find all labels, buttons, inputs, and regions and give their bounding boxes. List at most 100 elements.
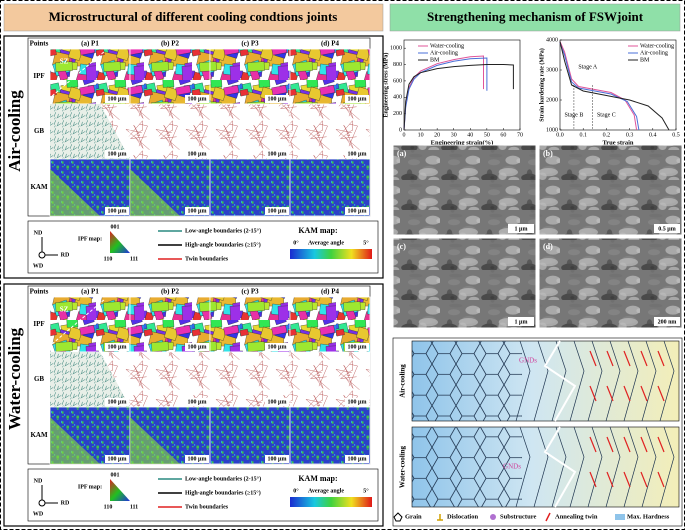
- kam-min: 0°: [293, 487, 299, 494]
- x-tick-label: 0.4: [649, 132, 657, 138]
- ipf-map: [129, 296, 211, 353]
- twin-mark: [623, 436, 631, 453]
- axis-nd: ND: [34, 230, 43, 236]
- legend-frame: [27, 220, 379, 274]
- ipf-triangle: [110, 231, 130, 253]
- kam-high-region: [50, 169, 100, 216]
- twin-mark: [589, 350, 597, 367]
- scale-bg: [508, 317, 534, 326]
- data-line: [559, 41, 638, 131]
- gb-map: [289, 103, 371, 160]
- scale-bar: 100 μm: [188, 208, 207, 214]
- ipf-corner: 110: [104, 504, 113, 510]
- schematic-row-label: Air-cooling: [399, 364, 407, 398]
- tem-image: [538, 144, 683, 236]
- tem-scale: 1 μm: [515, 226, 528, 232]
- scale-bar: 100 μm: [348, 399, 367, 405]
- kam-colorbar: [290, 497, 372, 507]
- scale-bar-bg: [185, 207, 209, 215]
- axes-arrows: [41, 237, 58, 256]
- scale-bar: 100 μm: [348, 96, 367, 102]
- scale-bar-bg: [345, 207, 369, 215]
- hardness-line: [543, 426, 577, 508]
- schematic-legend: Max. Hardness: [627, 513, 670, 520]
- right-title-band: [389, 3, 681, 32]
- y-tick-label: 600: [393, 78, 402, 84]
- scale-bar-bg: [105, 150, 129, 158]
- axis-wd: WD: [33, 263, 44, 269]
- row-label: GB: [34, 127, 44, 135]
- column-header: (d) P4: [321, 40, 340, 48]
- scale-bar-bg: [185, 343, 209, 351]
- ipf-corner: 001: [111, 224, 120, 230]
- hex-grains: [412, 341, 522, 421]
- twin-mark: [657, 350, 665, 367]
- twin-mark: [623, 350, 631, 367]
- tem-scale: 0.5 μm: [658, 226, 675, 232]
- kam-map: [289, 158, 371, 217]
- coarse-grains: [515, 426, 675, 508]
- twin-mark: [640, 385, 648, 402]
- scale-bar: 100 μm: [108, 151, 127, 157]
- right-title: Strengthening mechanism of FSWjoint: [427, 9, 644, 24]
- scale-bar-bg: [265, 95, 289, 103]
- column-header: (a) P1: [81, 40, 99, 48]
- scale-bar-bg: [105, 455, 129, 463]
- x-tick-label: 70: [517, 132, 523, 138]
- scale-bar-bg: [105, 343, 129, 351]
- kam-mid: Average angle: [308, 240, 344, 246]
- scale-bar: 100 μm: [188, 151, 207, 157]
- scale-bar: 100 μm: [268, 399, 287, 405]
- column-header: (c) P3: [241, 288, 259, 296]
- panel-name: Air-cooling: [5, 90, 24, 172]
- y-tick-label: 800: [393, 62, 402, 68]
- stage-label: Stage A: [578, 64, 597, 70]
- sz-label: SZ: [60, 306, 69, 314]
- scale-bar-bg: [265, 207, 289, 215]
- scale-bar-bg: [105, 95, 129, 103]
- gb-map: [209, 103, 291, 160]
- legend-icon: [393, 512, 403, 522]
- x-tick-label: 20: [434, 132, 440, 138]
- scale-bar-bg: [185, 95, 209, 103]
- hex-grains: [412, 427, 522, 507]
- row-label: IPF: [33, 72, 44, 80]
- scale-bar-bg: [345, 95, 369, 103]
- scale-bar: 100 μm: [188, 96, 207, 102]
- schematic-row-label: Water-cooling: [399, 445, 407, 488]
- scale-bar-bg: [345, 343, 369, 351]
- twin-mark: [640, 436, 648, 453]
- kam-map-label: KAM map:: [298, 226, 337, 235]
- gb-fine-region: [50, 104, 130, 159]
- y-tick-label: 1000: [546, 127, 558, 133]
- axes-arrows: [41, 485, 58, 504]
- x-tick-label: 0.3: [626, 132, 634, 138]
- scale-bar: 100 μm: [188, 344, 207, 350]
- boundary-label: High-angle boundaries (≥15°): [185, 241, 261, 248]
- tem-image: [392, 144, 537, 236]
- kam-high-region: [130, 169, 180, 216]
- scale-bar-bg: [185, 150, 209, 158]
- scale-bar-bg: [345, 150, 369, 158]
- scale-bar-bg: [185, 455, 209, 463]
- column-header: (c) P3: [241, 40, 259, 48]
- tem-label: (b): [543, 149, 553, 158]
- tem-image: [392, 237, 537, 329]
- legend-label: Water-cooling: [640, 43, 674, 49]
- row-label: GB: [34, 375, 44, 383]
- data-line: [403, 64, 514, 131]
- sz-boundary: [51, 298, 106, 345]
- tem-scale: 200 nm: [658, 319, 677, 325]
- kam-max: 5°: [363, 487, 369, 494]
- twin-mark: [657, 385, 665, 402]
- kam-map: [289, 406, 371, 465]
- kam-min: 0°: [293, 239, 299, 246]
- legend-label: Air-cooling: [640, 50, 668, 56]
- axis-wd: WD: [33, 511, 44, 517]
- gb-map: [289, 351, 371, 408]
- twin-mark: [623, 385, 631, 402]
- twin-mark: [606, 385, 614, 402]
- schematic-legend: Substructure: [500, 513, 536, 520]
- scale-bar-bg: [185, 398, 209, 406]
